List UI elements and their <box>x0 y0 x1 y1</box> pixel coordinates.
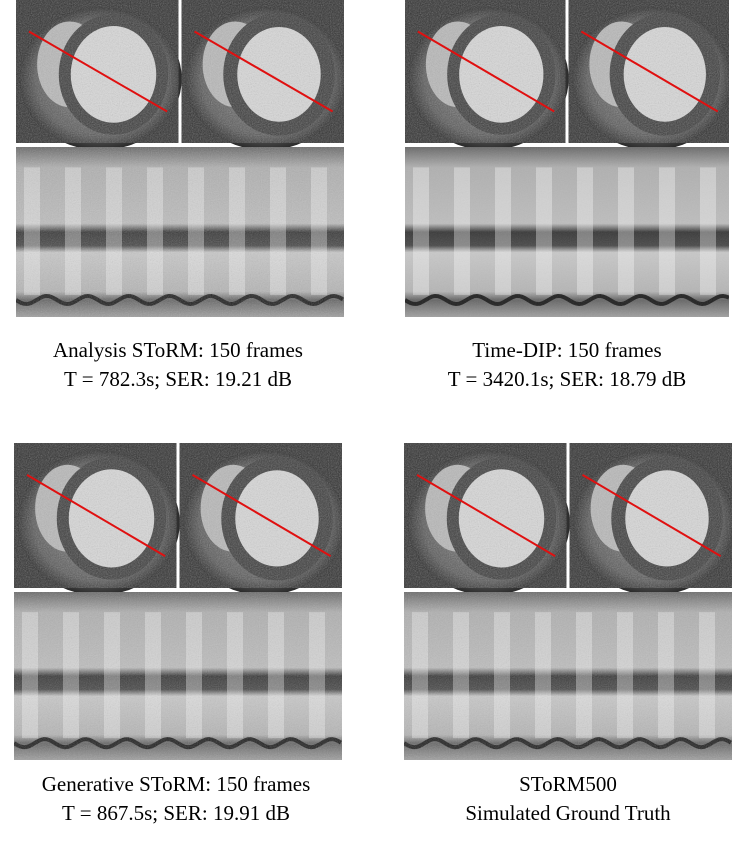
cardiac-image <box>14 443 180 596</box>
noise <box>405 147 729 317</box>
panel-images <box>405 0 729 317</box>
panel-images <box>16 0 344 317</box>
caption-line: T = 3420.1s; SER: 18.79 dB <box>447 367 687 391</box>
temporal-profile <box>14 592 342 760</box>
cardiac-image <box>179 443 342 596</box>
caption: Time-DIP: 150 frames T = 3420.1s; SER: 18… <box>387 336 744 394</box>
profile-line <box>193 30 334 113</box>
caption: Generative SToRM: 150 frames T = 867.5s; … <box>0 770 356 828</box>
noise <box>14 592 342 760</box>
caption-line: Simulated Ground Truth <box>465 801 671 825</box>
profile-line <box>28 30 168 113</box>
caption-line: Analysis SToRM: 150 frames <box>53 338 303 362</box>
profile-line <box>416 474 556 557</box>
caption-line: SToRM500 <box>519 772 617 796</box>
cardiac-image <box>181 0 344 151</box>
caption-line: Time-DIP: 150 frames <box>472 338 662 362</box>
temporal-profile <box>404 592 732 760</box>
caption: SToRM500 Simulated Ground Truth <box>388 770 744 828</box>
profile-line <box>580 30 719 113</box>
profile-line <box>581 474 722 557</box>
noise <box>404 592 732 760</box>
panel-images <box>404 443 732 760</box>
profile-line <box>417 30 555 113</box>
temporal-profile <box>16 147 344 317</box>
caption-line: T = 782.3s; SER: 19.21 dB <box>64 367 292 391</box>
profile-line <box>191 474 332 557</box>
profile-line <box>26 474 166 557</box>
cardiac-image <box>16 0 182 151</box>
temporal-profile <box>405 147 729 317</box>
caption: Analysis SToRM: 150 frames T = 782.3s; SE… <box>0 336 358 394</box>
noise <box>16 147 344 317</box>
cardiac-image <box>569 443 732 596</box>
cardiac-image <box>404 443 570 596</box>
cardiac-image <box>405 0 569 151</box>
caption-line: Generative SToRM: 150 frames <box>41 772 311 796</box>
panel-images <box>14 443 342 760</box>
cardiac-image <box>568 0 729 151</box>
caption-line: T = 867.5s; SER: 19.91 dB <box>62 801 290 825</box>
